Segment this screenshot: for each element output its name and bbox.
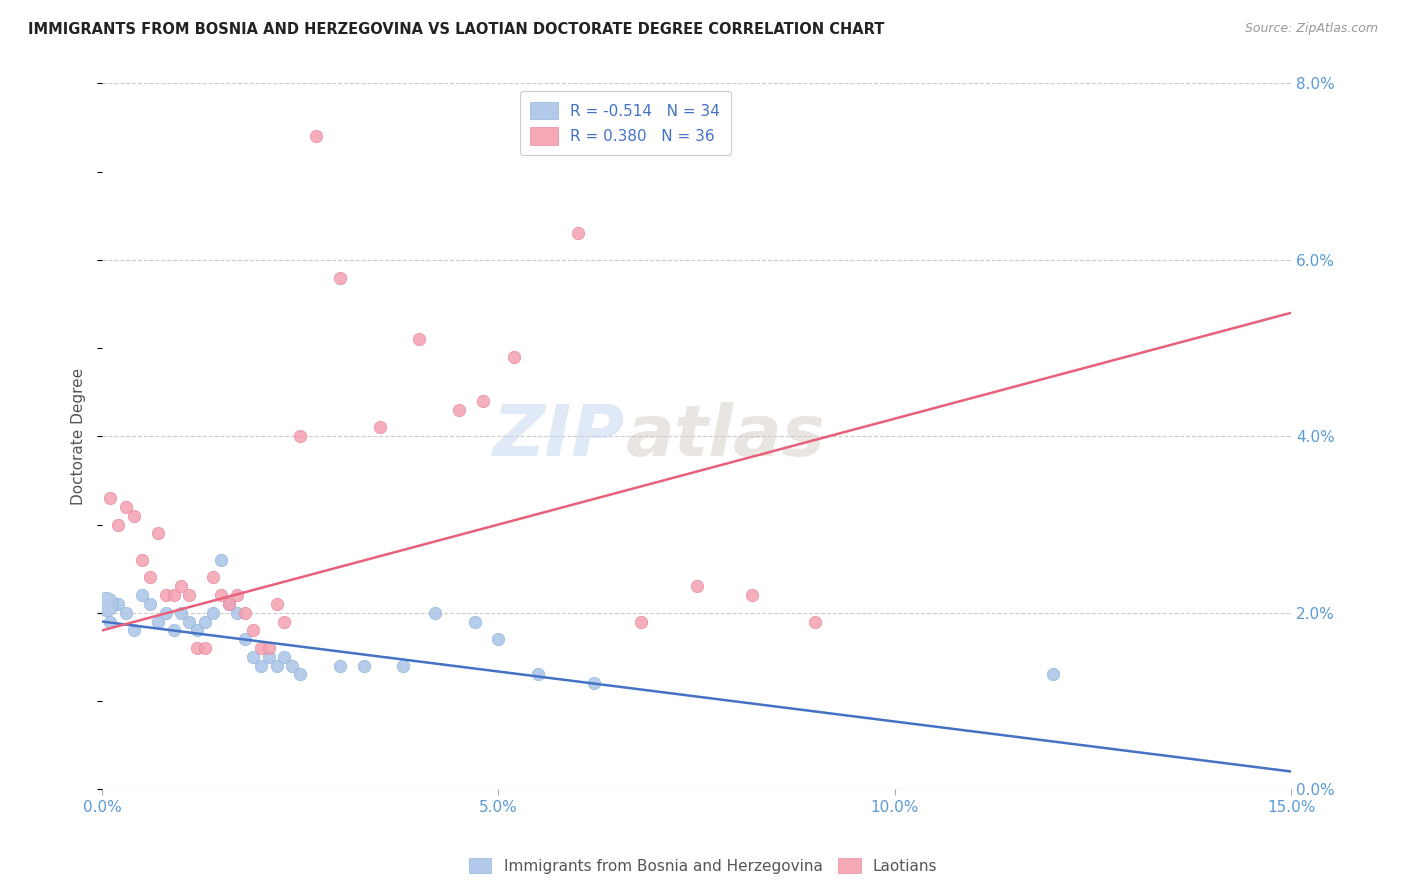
Point (122, 508, 145, 523)
Point (162, 624, 184, 638)
Point (242, 649, 264, 664)
Point (249, 640, 271, 655)
Point (146, 615, 169, 629)
Point (155, 588, 177, 602)
Point (146, 526, 169, 541)
Legend: Immigrants from Bosnia and Herzegovina, Laotians: Immigrants from Bosnia and Herzegovina, … (463, 852, 943, 880)
Point (266, 658, 288, 673)
Point (96, 597, 118, 611)
Point (392, 658, 415, 673)
Point (527, 667, 550, 681)
Point (242, 624, 264, 638)
Text: ZIP: ZIP (494, 401, 626, 471)
Point (98, 491, 121, 505)
Point (209, 588, 232, 602)
Point (266, 597, 288, 611)
Point (503, 350, 526, 364)
Point (273, 615, 295, 629)
Point (471, 394, 494, 409)
Point (804, 615, 827, 629)
Point (194, 640, 217, 655)
Point (186, 640, 208, 655)
Point (257, 649, 280, 664)
Point (685, 579, 707, 593)
Point (249, 658, 271, 673)
Point (202, 570, 225, 584)
Point (447, 402, 470, 417)
Point (226, 606, 249, 620)
Point (257, 640, 280, 655)
Point (98, 615, 121, 629)
Point (329, 270, 352, 285)
Point (630, 615, 652, 629)
Point (464, 615, 486, 629)
Point (567, 227, 589, 241)
Point (107, 597, 129, 611)
Point (353, 658, 375, 673)
Y-axis label: Doctorate Degree: Doctorate Degree (72, 368, 86, 505)
Point (122, 624, 145, 638)
Point (218, 597, 240, 611)
Point (368, 420, 391, 434)
Point (131, 553, 153, 567)
Point (582, 676, 605, 690)
Point (194, 615, 217, 629)
Point (139, 570, 162, 584)
Point (115, 606, 138, 620)
Point (155, 606, 177, 620)
Point (139, 597, 162, 611)
Point (218, 597, 240, 611)
Point (131, 588, 153, 602)
Point (226, 588, 249, 602)
Text: atlas: atlas (626, 401, 825, 471)
Point (202, 606, 225, 620)
Point (186, 624, 208, 638)
Point (162, 588, 184, 602)
Point (281, 658, 304, 673)
Point (115, 500, 138, 514)
Point (1042, 667, 1064, 681)
Point (179, 615, 201, 629)
Point (329, 658, 352, 673)
Point (741, 588, 763, 602)
Point (209, 553, 232, 567)
Point (170, 579, 193, 593)
Point (233, 632, 256, 647)
Point (305, 129, 328, 144)
Legend: R = -0.514   N = 34, R = 0.380   N = 36: R = -0.514 N = 34, R = 0.380 N = 36 (520, 91, 731, 155)
Point (423, 606, 446, 620)
Text: IMMIGRANTS FROM BOSNIA AND HERZEGOVINA VS LAOTIAN DOCTORATE DEGREE CORRELATION C: IMMIGRANTS FROM BOSNIA AND HERZEGOVINA V… (28, 22, 884, 37)
Point (488, 632, 510, 647)
Point (107, 517, 129, 532)
Point (233, 606, 256, 620)
Point (290, 667, 312, 681)
Text: Source: ZipAtlas.com: Source: ZipAtlas.com (1244, 22, 1378, 36)
Point (290, 429, 312, 443)
Point (273, 649, 295, 664)
Point (179, 588, 201, 602)
Point (408, 332, 430, 346)
Point (170, 606, 193, 620)
